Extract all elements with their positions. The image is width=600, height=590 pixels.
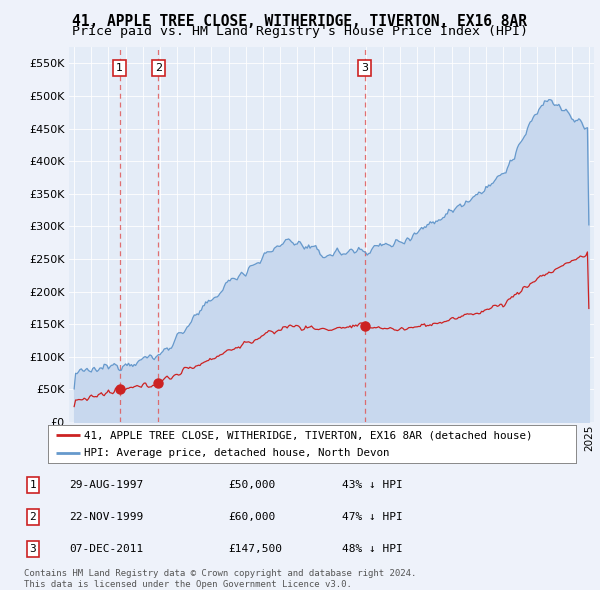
Text: 3: 3 [29, 544, 37, 553]
Text: Price paid vs. HM Land Registry's House Price Index (HPI): Price paid vs. HM Land Registry's House … [72, 25, 528, 38]
Text: 2: 2 [155, 63, 162, 73]
Text: 41, APPLE TREE CLOSE, WITHERIDGE, TIVERTON, EX16 8AR (detached house): 41, APPLE TREE CLOSE, WITHERIDGE, TIVERT… [84, 430, 532, 440]
Text: 41, APPLE TREE CLOSE, WITHERIDGE, TIVERTON, EX16 8AR: 41, APPLE TREE CLOSE, WITHERIDGE, TIVERT… [73, 14, 527, 29]
Text: HPI: Average price, detached house, North Devon: HPI: Average price, detached house, Nort… [84, 448, 389, 458]
Text: 22-NOV-1999: 22-NOV-1999 [69, 512, 143, 522]
Text: 29-AUG-1997: 29-AUG-1997 [69, 480, 143, 490]
Text: 3: 3 [361, 63, 368, 73]
Text: £147,500: £147,500 [228, 544, 282, 553]
Text: 1: 1 [116, 63, 123, 73]
Text: £50,000: £50,000 [228, 480, 275, 490]
Text: Contains HM Land Registry data © Crown copyright and database right 2024.: Contains HM Land Registry data © Crown c… [24, 569, 416, 578]
Text: 07-DEC-2011: 07-DEC-2011 [69, 544, 143, 553]
Text: 1: 1 [29, 480, 37, 490]
Text: 48% ↓ HPI: 48% ↓ HPI [342, 544, 403, 553]
Text: This data is licensed under the Open Government Licence v3.0.: This data is licensed under the Open Gov… [24, 579, 352, 589]
Text: 43% ↓ HPI: 43% ↓ HPI [342, 480, 403, 490]
Text: £60,000: £60,000 [228, 512, 275, 522]
Text: 2: 2 [29, 512, 37, 522]
Text: 47% ↓ HPI: 47% ↓ HPI [342, 512, 403, 522]
